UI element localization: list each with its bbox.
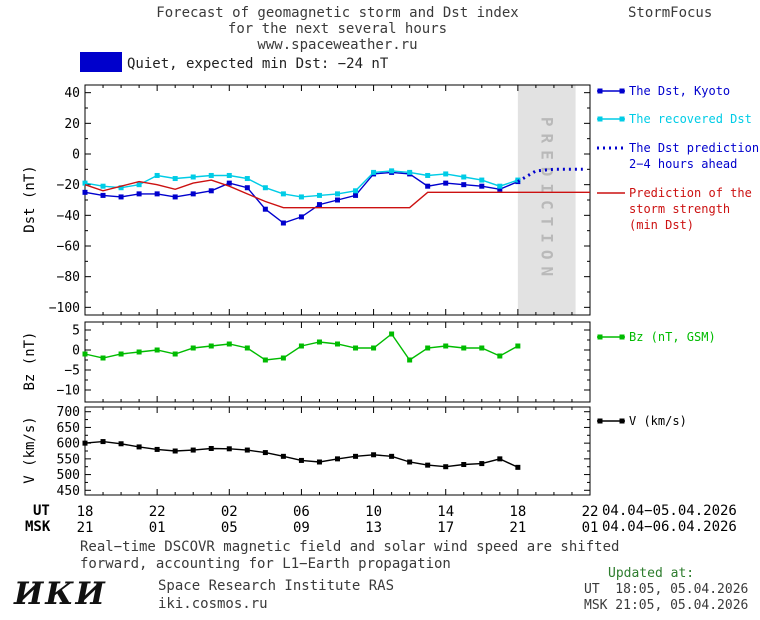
svg-text:−5: −5: [64, 364, 80, 379]
legend-dst-kyoto-label: The Dst, Kyoto: [629, 84, 731, 98]
svg-text:14: 14: [437, 504, 454, 520]
svg-text:0: 0: [72, 344, 80, 359]
footnote-line1: Real−time DSCOVR magnetic field and sola…: [80, 539, 620, 555]
svg-text:21: 21: [77, 520, 94, 536]
updated-msk-time: MSK 21:05, 05.04.2026: [584, 598, 749, 613]
page-title: Forecast of geomagnetic storm and Dst in…: [85, 5, 590, 53]
svg-text:21: 21: [509, 520, 526, 536]
svg-text:−40: −40: [57, 209, 80, 224]
svg-text:−60: −60: [57, 240, 80, 255]
legend-storm-strength-label-line1: Prediction of the: [629, 186, 752, 200]
legend-dst-prediction-label-line1: The Dst prediction: [629, 141, 760, 155]
svg-text:40: 40: [64, 86, 80, 101]
svg-text:−100: −100: [49, 301, 80, 316]
iki-logo: ИКИ: [14, 576, 107, 612]
legend-bz-label: Bz (nT, GSM): [629, 330, 716, 344]
svg-text:5: 5: [72, 324, 80, 339]
svg-text:−80: −80: [57, 270, 80, 285]
updated-at-label: Updated at:: [608, 566, 695, 581]
svg-text:20: 20: [64, 117, 80, 132]
svg-text:10: 10: [365, 504, 382, 520]
svg-text:17: 17: [437, 520, 454, 536]
svg-text:06: 06: [293, 504, 310, 520]
ut-date-range: 04.04−05.04.2026: [602, 503, 737, 519]
svg-text:−20: −20: [57, 178, 80, 193]
svg-text:01: 01: [582, 520, 599, 536]
svg-text:−10: −10: [57, 384, 80, 399]
msk-row-label: MSK: [25, 519, 51, 535]
updated-ut-time: UT 18:05, 05.04.2026: [584, 582, 749, 597]
org-url: iki.cosmos.ru: [158, 596, 268, 612]
title-url: www.spaceweather.ru: [257, 37, 418, 53]
svg-text:700: 700: [57, 405, 80, 420]
svg-text:450: 450: [57, 484, 80, 499]
bz-axis-label: Bz (nT): [22, 331, 38, 391]
svg-text:PREDICTION: PREDICTION: [538, 117, 557, 283]
svg-text:500: 500: [57, 468, 80, 483]
legend-storm-strength-label-line3: (min Dst): [629, 218, 695, 232]
svg-text:550: 550: [57, 452, 80, 467]
svg-text:18: 18: [77, 504, 94, 520]
svg-text:600: 600: [57, 437, 80, 452]
legend-dst-prediction-label-line2: 2−4 hours ahead: [629, 157, 738, 171]
ut-row-label: UT: [33, 503, 50, 519]
svg-text:01: 01: [149, 520, 166, 536]
brand-stormfocus: StormFocus: [628, 5, 713, 21]
svg-text:18: 18: [509, 504, 526, 520]
title-line-1: Forecast of geomagnetic storm and Dst in…: [156, 5, 519, 21]
dst-axis-label: Dst (nT): [22, 165, 38, 233]
svg-text:22: 22: [582, 504, 599, 520]
svg-text:02: 02: [221, 504, 238, 520]
title-line-2: for the next several hours: [227, 21, 448, 37]
svg-text:0: 0: [72, 148, 80, 163]
footnote-line2: forward, accounting for L1−Earth propaga…: [80, 556, 451, 572]
org-name: Space Research Institute RAS: [158, 578, 395, 594]
msk-date-range: 04.04−06.04.2026: [602, 519, 737, 535]
svg-text:650: 650: [57, 421, 80, 436]
legend-recovered-dst-label: The recovered Dst: [629, 112, 752, 126]
legend-v-label: V (km/s): [629, 414, 687, 428]
legend-storm-strength-label-line2: storm strength: [629, 202, 731, 216]
svg-text:09: 09: [293, 520, 310, 536]
v-axis-label: V (km/s): [22, 416, 38, 484]
quiet-status-text: Quiet, expected min Dst: −24 nT: [127, 56, 389, 72]
quiet-status-color-box: [80, 52, 122, 72]
svg-text:22: 22: [149, 504, 166, 520]
svg-text:05: 05: [221, 520, 238, 536]
svg-text:13: 13: [365, 520, 382, 536]
